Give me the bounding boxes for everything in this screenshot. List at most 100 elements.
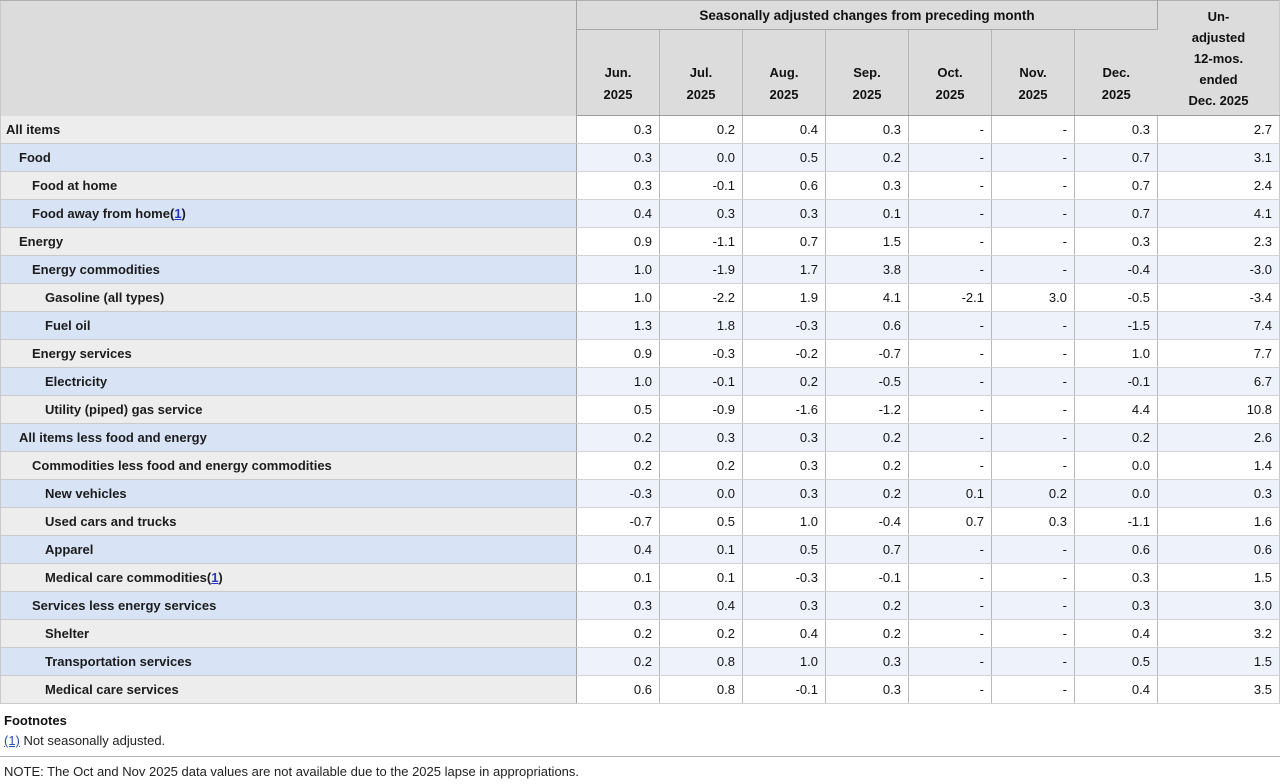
value-cell: -0.3 bbox=[742, 311, 826, 340]
value-cell: 2.6 bbox=[1157, 423, 1280, 452]
table-row: New vehicles -0.3 0.0 0.3 0.2 0.1 0.2 0.0 0.3 bbox=[0, 479, 1280, 508]
value-cell: 0.0 bbox=[1074, 479, 1158, 508]
value-cell: 0.4 bbox=[659, 591, 743, 620]
value-cell: 1.3 bbox=[576, 311, 660, 340]
value-cell: 0.2 bbox=[825, 591, 909, 620]
value-cell: 1.0 bbox=[1074, 339, 1158, 368]
table-row: Services less energy services 0.3 0.4 0.3 0.… bbox=[0, 591, 1280, 620]
value-cell: -0.4 bbox=[1074, 255, 1158, 284]
value-cell: -3.4 bbox=[1157, 283, 1280, 312]
value-cell: 0.7 bbox=[1074, 199, 1158, 228]
value-cell: 0.3 bbox=[576, 591, 660, 620]
value-cell: 0.3 bbox=[659, 199, 743, 228]
value-cell: 0.7 bbox=[1074, 143, 1158, 172]
value-cell: - bbox=[908, 255, 992, 284]
value-cell: 0.3 bbox=[576, 143, 660, 172]
value-cell: 7.7 bbox=[1157, 339, 1280, 368]
value-cell: -0.7 bbox=[576, 507, 660, 536]
table-row: Utility (piped) gas service 0.5 -0.9 -1.6 -1… bbox=[0, 395, 1280, 424]
column-header-nov-2025: Nov. 2025 bbox=[991, 29, 1075, 116]
value-cell: 0.3 bbox=[825, 647, 909, 676]
row-label: Energy commodities bbox=[0, 255, 577, 284]
row-label: Food away from home(1) bbox=[0, 199, 577, 228]
row-label: Food bbox=[0, 143, 577, 172]
table-row: Medical care services 0.6 0.8 -0.1 0.3- -0.4 3… bbox=[0, 675, 1280, 704]
value-cell: -1.5 bbox=[1074, 311, 1158, 340]
value-cell: 4.1 bbox=[825, 283, 909, 312]
value-cell: 0.5 bbox=[576, 395, 660, 424]
row-label: Services less energy services bbox=[0, 591, 577, 620]
table-row: Energy 0.9 -1.1 0.7 1.5- -0.3 2.3 bbox=[0, 227, 1280, 256]
value-cell: 0.3 bbox=[1074, 591, 1158, 620]
value-cell: - bbox=[908, 339, 992, 368]
value-cell: -0.1 bbox=[825, 563, 909, 592]
value-cell: -1.6 bbox=[742, 395, 826, 424]
footnote-1-link[interactable]: (1) bbox=[4, 733, 20, 748]
table-row: Food at home 0.3 -0.1 0.6 0.3- -0.7 2.4 bbox=[0, 171, 1280, 200]
row-label: Electricity bbox=[0, 367, 577, 396]
footnote-link[interactable]: 1 bbox=[211, 570, 219, 585]
footnote-link[interactable]: 1 bbox=[174, 206, 182, 221]
value-cell: 0.2 bbox=[576, 647, 660, 676]
value-cell: - bbox=[991, 227, 1075, 256]
value-cell: 0.2 bbox=[576, 619, 660, 648]
value-cell: 0.8 bbox=[659, 675, 743, 704]
value-cell: 0.2 bbox=[825, 143, 909, 172]
footnote-1-text: Not seasonally adjusted. bbox=[23, 733, 166, 748]
value-cell: 1.5 bbox=[1157, 563, 1280, 592]
value-cell: 1.8 bbox=[659, 311, 743, 340]
value-cell: -0.1 bbox=[1074, 367, 1158, 396]
value-cell: 0.3 bbox=[1074, 563, 1158, 592]
value-cell: -0.3 bbox=[659, 339, 743, 368]
row-label: Medical care commodities(1) bbox=[0, 563, 577, 592]
value-cell: - bbox=[991, 647, 1075, 676]
value-cell: 0.3 bbox=[742, 451, 826, 480]
value-cell: 0.3 bbox=[825, 171, 909, 200]
value-cell: 0.1 bbox=[576, 563, 660, 592]
value-cell: 0.2 bbox=[825, 423, 909, 452]
row-label: New vehicles bbox=[0, 479, 577, 508]
row-label: Apparel bbox=[0, 535, 577, 564]
value-cell: - bbox=[908, 423, 992, 452]
value-cell: 1.5 bbox=[825, 227, 909, 256]
row-label: Fuel oil bbox=[0, 311, 577, 340]
table-row: Gasoline (all types) 1.0 -2.2 1.9 4.1 -2.1 3.0… bbox=[0, 283, 1280, 312]
value-cell: - bbox=[908, 227, 992, 256]
table-row: Commodities less food and energy commodi… bbox=[0, 451, 1280, 480]
table-row: Fuel oil 1.3 1.8 -0.3 0.6- - -1.5 7.4 bbox=[0, 311, 1280, 340]
value-cell: -1.1 bbox=[1074, 507, 1158, 536]
row-label: Transportation services bbox=[0, 647, 577, 676]
value-cell: 0.5 bbox=[1074, 647, 1158, 676]
value-cell: - bbox=[908, 591, 992, 620]
value-cell: 0.8 bbox=[659, 647, 743, 676]
value-cell: - bbox=[991, 619, 1075, 648]
row-label: Energy services bbox=[0, 339, 577, 368]
table-body: All items 0.3 0.2 0.4 0.3- -0.3 2.7 Food 0.3 0.0 0… bbox=[0, 115, 1280, 704]
value-cell: 4.1 bbox=[1157, 199, 1280, 228]
column-header-jun-2025: Jun. 2025 bbox=[576, 29, 660, 116]
value-cell: 0.3 bbox=[1074, 115, 1158, 144]
value-cell: - bbox=[991, 143, 1075, 172]
value-cell: 0.0 bbox=[1074, 451, 1158, 480]
value-cell: - bbox=[908, 199, 992, 228]
value-cell: 0.2 bbox=[659, 619, 743, 648]
value-cell: 3.0 bbox=[1157, 591, 1280, 620]
value-cell: 0.6 bbox=[825, 311, 909, 340]
value-cell: - bbox=[991, 423, 1075, 452]
row-label: Gasoline (all types) bbox=[0, 283, 577, 312]
row-label: Shelter bbox=[0, 619, 577, 648]
value-cell: 0.3 bbox=[1074, 227, 1158, 256]
value-cell: 0.4 bbox=[1074, 619, 1158, 648]
value-cell: - bbox=[991, 675, 1075, 704]
value-cell: 0.9 bbox=[576, 227, 660, 256]
value-cell: -1.9 bbox=[659, 255, 743, 284]
value-cell: 0.5 bbox=[742, 535, 826, 564]
value-cell: 3.1 bbox=[1157, 143, 1280, 172]
value-cell: -2.2 bbox=[659, 283, 743, 312]
table-row: Apparel 0.4 0.1 0.5 0.7- -0.6 0.6 bbox=[0, 535, 1280, 564]
value-cell: -0.1 bbox=[742, 675, 826, 704]
table-row: Energy services 0.9 -0.3 -0.2 -0.7- -1.0 7.7 bbox=[0, 339, 1280, 368]
value-cell: -2.1 bbox=[908, 283, 992, 312]
value-cell: - bbox=[991, 171, 1075, 200]
value-cell: 0.3 bbox=[742, 479, 826, 508]
